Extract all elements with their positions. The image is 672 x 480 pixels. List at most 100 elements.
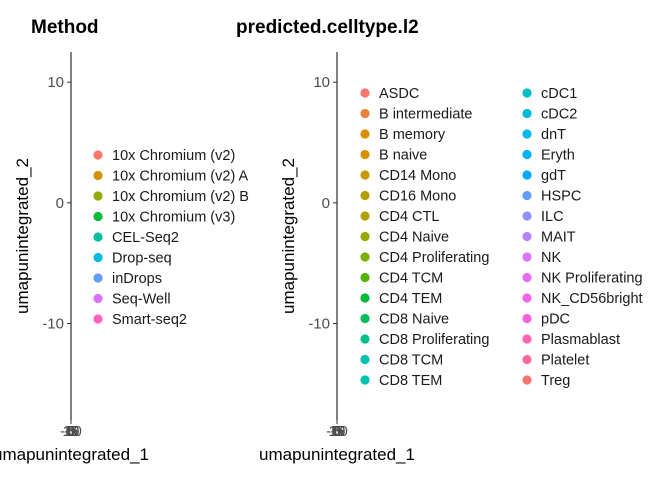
legend-key-dot (360, 190, 370, 201)
legend-label: B naive (379, 148, 427, 164)
legend-item: CD8 TEM (360, 373, 442, 389)
legend-item: B naive (360, 148, 427, 164)
legend-label: B intermediate (379, 107, 473, 123)
legend-key-dot (93, 293, 103, 304)
legend-label: gdT (541, 168, 566, 184)
x-tick-label: -5 (64, 423, 77, 440)
legend-key-dot (522, 108, 532, 119)
legend-item: dnT (522, 127, 566, 143)
legend-key-dot (93, 314, 103, 324)
panel-title: Method (31, 17, 99, 38)
x-axis-label: umapunintegrated_1 (259, 445, 415, 464)
legend-key-dot (522, 190, 532, 201)
legend-item: gdT (522, 168, 566, 184)
x-tick-label: 0 (333, 423, 341, 440)
legend-key-dot (360, 149, 370, 160)
legend-key-dot (93, 273, 103, 283)
legend-label: Smart-seq2 (112, 312, 187, 328)
x-tick-label: -10 (60, 423, 82, 440)
legend-item: Platelet (522, 353, 589, 369)
legend-key-dot (522, 129, 532, 139)
legend-label: 10x Chromium (v2) A (112, 169, 249, 185)
legend-key-dot (93, 252, 103, 263)
legend-key-dot (522, 88, 532, 98)
legend-item: Drop-seq (93, 251, 172, 267)
legend-key-dot (360, 334, 370, 344)
legend-label: Treg (541, 373, 570, 389)
legend-label: 10x Chromium (v2) (112, 148, 235, 164)
y-tick-label: 0 (56, 195, 64, 212)
legend-label: Eryth (541, 148, 575, 164)
y-tick-label: 0 (322, 195, 330, 212)
legend-item: ILC (522, 209, 564, 225)
legend-item: 10x Chromium (v2) A (93, 169, 249, 185)
legend-key-dot (522, 375, 532, 385)
legend-key-dot (360, 211, 370, 221)
x-tick-label: 0 (67, 423, 75, 440)
legend-item: HSPC (522, 189, 581, 205)
legend-label: MAIT (541, 230, 576, 246)
legend-key-dot (93, 150, 103, 160)
x-tick-label: 10 (63, 423, 80, 440)
legend-item: Eryth (522, 148, 575, 164)
legend-item: ASDC (360, 86, 419, 102)
legend-item: CD4 Proliferating (360, 250, 489, 266)
legend-item: CD8 Proliferating (360, 332, 489, 348)
legend-label: CD8 Naive (379, 312, 449, 328)
legend-key-dot (93, 191, 103, 201)
legend-item: inDrops (93, 271, 162, 287)
x-tick-label: -5 (330, 423, 343, 440)
legend-item: Smart-seq2 (93, 312, 187, 328)
legend-key-dot (522, 354, 532, 365)
legend-item: cDC1 (522, 86, 577, 102)
legend-label: NK_CD56bright (541, 291, 643, 307)
legend-label: CD8 Proliferating (379, 332, 489, 348)
x-tick-label: 15 (63, 423, 80, 440)
legend-item: CD4 TEM (360, 291, 442, 307)
celltype-panel: predicted.celltype.l2100-10-10-5051015um… (236, 17, 643, 464)
legend-item: CD8 Naive (360, 312, 449, 328)
legend-key-dot (93, 232, 103, 242)
legend-label: CD8 TCM (379, 353, 443, 369)
legend-item: NK Proliferating (522, 271, 643, 287)
legend-key-dot (360, 313, 370, 324)
legend-item: MAIT (522, 230, 576, 246)
legend-item: NK (522, 250, 561, 266)
legend-key-dot (360, 170, 370, 180)
legend-key-dot (360, 252, 370, 262)
legend-label: cDC1 (541, 86, 577, 102)
legend-label: Platelet (541, 353, 589, 369)
legend-key-dot (93, 211, 103, 222)
legend-key-dot (360, 375, 370, 385)
legend-label: ILC (541, 209, 564, 225)
legend-label: NK Proliferating (541, 271, 643, 287)
legend-label: dnT (541, 127, 566, 143)
legend-item: pDC (522, 312, 570, 328)
legend-label: 10x Chromium (v3) (112, 210, 235, 226)
legend-label: 10x Chromium (v2) B (112, 189, 249, 205)
legend-key-dot (360, 129, 370, 139)
legend-item: CD4 CTL (360, 209, 439, 225)
x-tick-label: 5 (67, 423, 75, 440)
legend-key-dot (360, 88, 370, 98)
legend-label: NK (541, 250, 561, 266)
legend-item: Plasmablast (522, 332, 620, 348)
legend-label: CD4 Proliferating (379, 250, 489, 266)
x-tick-label: 15 (329, 423, 346, 440)
legend-label: Seq-Well (112, 292, 171, 308)
legend-key-dot (522, 170, 532, 180)
legend-label: pDC (541, 312, 570, 328)
legend-label: cDC2 (541, 107, 577, 123)
legend-item: Seq-Well (93, 292, 171, 308)
panel-title: predicted.celltype.l2 (236, 17, 419, 38)
legend-item: Treg (522, 373, 570, 389)
legend-key-dot (360, 293, 370, 303)
legend-key-dot (360, 272, 370, 283)
x-tick-label: 10 (329, 423, 346, 440)
legend-key-dot (522, 293, 532, 303)
legend-item: 10x Chromium (v2) (93, 148, 235, 164)
legend-key-dot (360, 354, 370, 365)
legend-label: CD4 Naive (379, 230, 449, 246)
legend-label: CD4 TCM (379, 271, 443, 287)
